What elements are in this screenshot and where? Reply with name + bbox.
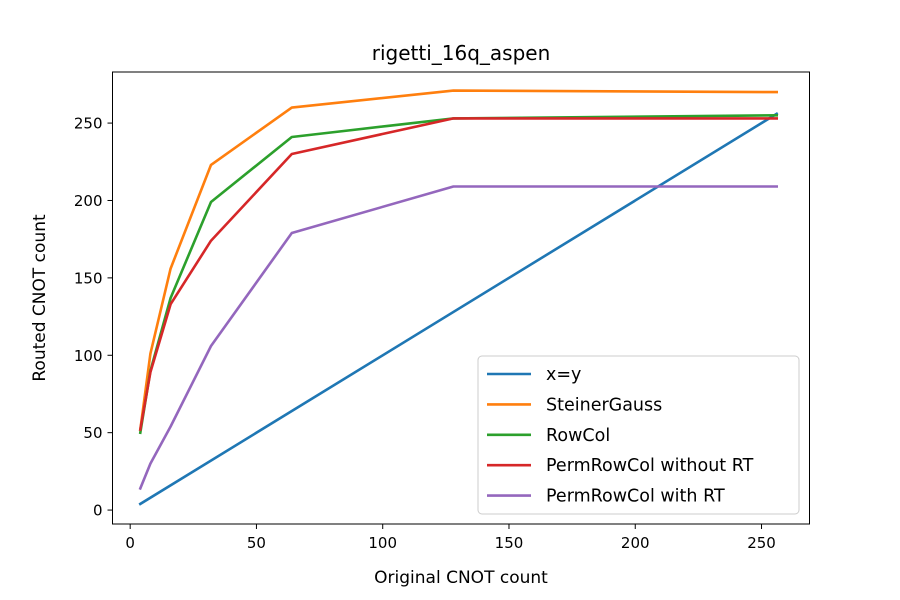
legend-label-2: RowCol <box>546 426 610 446</box>
series-layer <box>138 89 779 506</box>
y-tick-label-0: 0 <box>93 502 103 520</box>
legend-label-0: x=y <box>546 365 581 385</box>
x-tick-label-1: 50 <box>247 534 266 552</box>
chart-title: rigetti_16q_aspen <box>372 41 551 65</box>
x-tick-label-5: 250 <box>747 534 776 552</box>
series-line-3 <box>138 117 779 432</box>
series-line-4 <box>138 185 779 491</box>
y-axis-label: Routed CNOT count <box>30 214 50 382</box>
y-tick-label-3: 150 <box>74 269 103 287</box>
y-tick-label-2: 100 <box>74 347 103 365</box>
legend-label-1: SteinerGauss <box>546 395 662 415</box>
x-tick-label-4: 200 <box>621 534 650 552</box>
x-tick-label-2: 100 <box>368 534 397 552</box>
x-axis-ticks: 0 50 100 150 200 250 <box>125 524 776 552</box>
x-tick-label-3: 150 <box>495 534 524 552</box>
series-line-0 <box>138 112 779 506</box>
legend-box <box>477 355 800 515</box>
y-axis-ticks: 0 50 100 150 200 250 <box>74 115 113 520</box>
x-tick-label-0: 0 <box>125 534 135 552</box>
y-tick-label-4: 200 <box>74 192 103 210</box>
y-tick-label-1: 50 <box>83 424 102 442</box>
x-axis-label: Original CNOT count <box>374 568 548 588</box>
series-line-1 <box>138 89 779 432</box>
legend: x=y SteinerGauss RowCol PermRowCol without … <box>477 355 800 515</box>
legend-label-3: PermRowCol without RT <box>546 456 754 476</box>
y-tick-label-5: 250 <box>74 115 103 133</box>
legend-label-4: PermRowCol with RT <box>546 487 725 507</box>
plot-frame <box>112 71 810 525</box>
